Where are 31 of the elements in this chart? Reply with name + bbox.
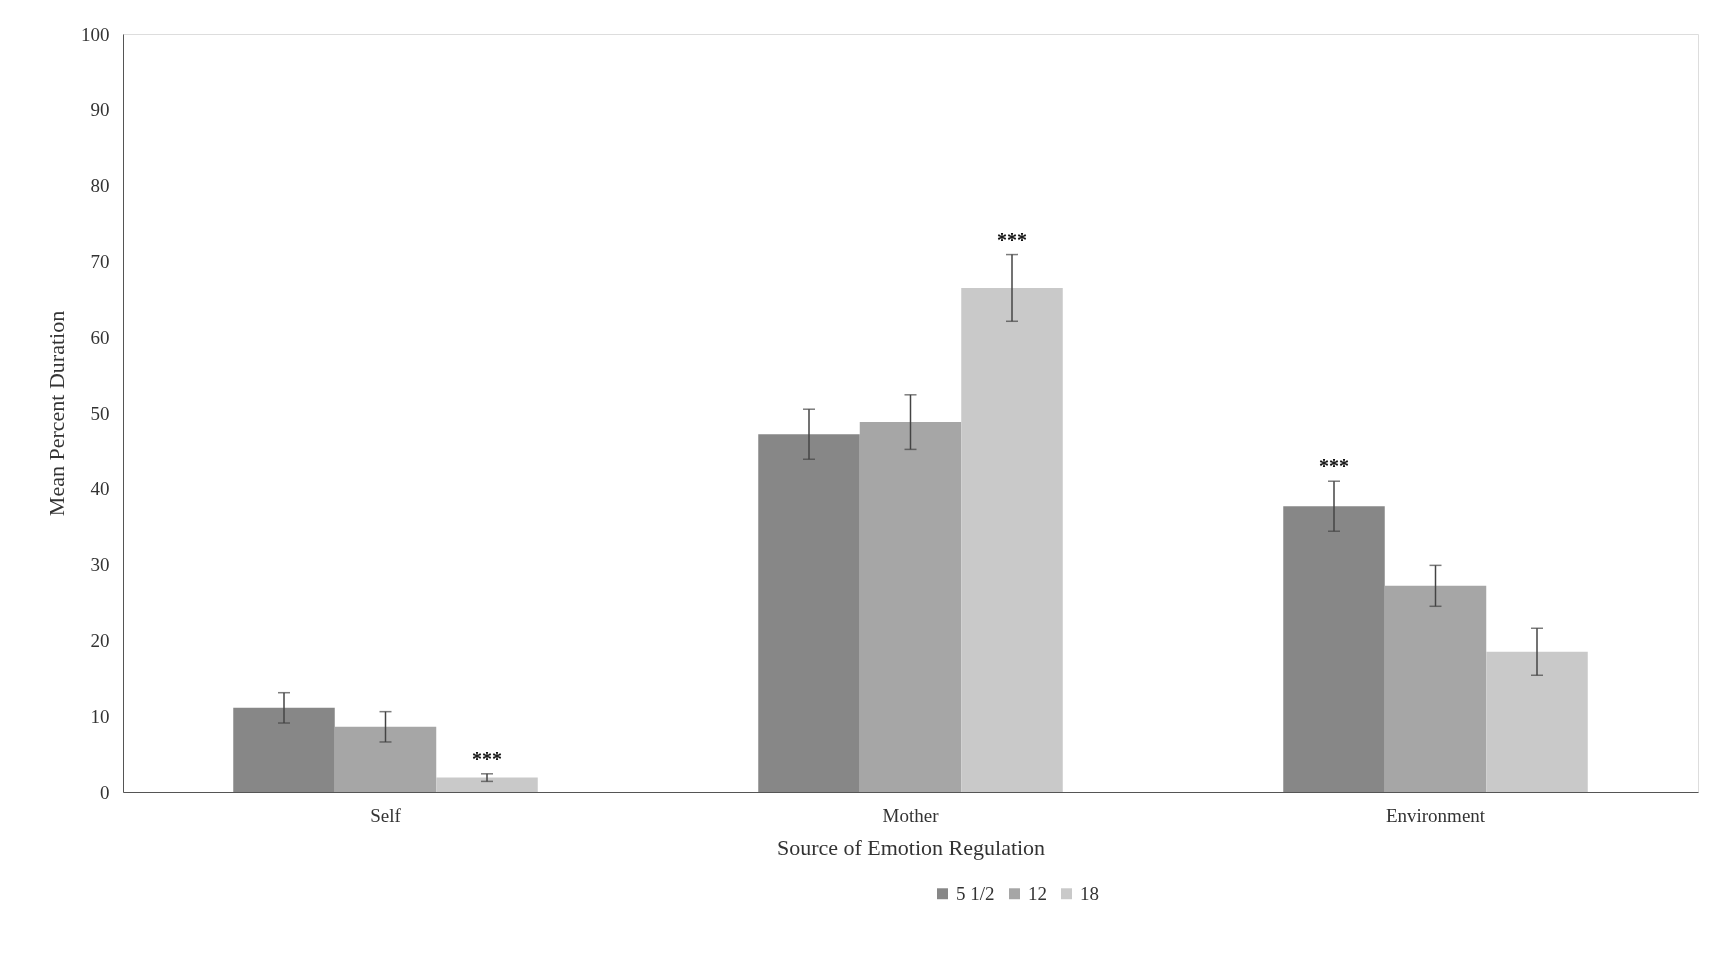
y-tick-label: 20	[90, 629, 110, 651]
data-label: ***	[472, 747, 502, 770]
y-tick-label: 70	[90, 250, 110, 272]
bar	[1283, 506, 1385, 792]
x-tick-label: Mother	[882, 804, 940, 826]
y-tick-label: 40	[90, 478, 110, 500]
bar	[961, 287, 1063, 792]
y-tick-label: 50	[90, 402, 110, 424]
y-tick-label: 60	[90, 326, 110, 348]
data-label: ***	[997, 228, 1027, 251]
data-label: ***	[1319, 455, 1349, 478]
legend-label: 18	[1080, 882, 1099, 904]
bar	[859, 422, 962, 792]
y-tick-label: 80	[90, 175, 110, 197]
bar	[1486, 651, 1588, 792]
x-tick-label: Self	[370, 804, 402, 826]
y-tick-label: 90	[90, 99, 110, 121]
bar	[334, 726, 437, 792]
bar	[233, 707, 335, 792]
legend-label: 12	[1028, 882, 1047, 904]
legend-label: 5 1/2	[956, 882, 995, 904]
bar	[758, 434, 860, 792]
bar	[1384, 585, 1487, 792]
x-tick-label: Environment	[1385, 804, 1486, 826]
bar	[436, 777, 538, 792]
x-axis-title: Source of Emotion Regulation	[776, 834, 1046, 860]
y-tick-label: 0	[100, 781, 110, 803]
y-axis-title: Mean Percent Duration	[44, 310, 69, 517]
y-tick-label: 10	[90, 705, 110, 727]
y-tick-label: 100	[81, 23, 110, 45]
y-tick-label: 30	[90, 554, 110, 576]
